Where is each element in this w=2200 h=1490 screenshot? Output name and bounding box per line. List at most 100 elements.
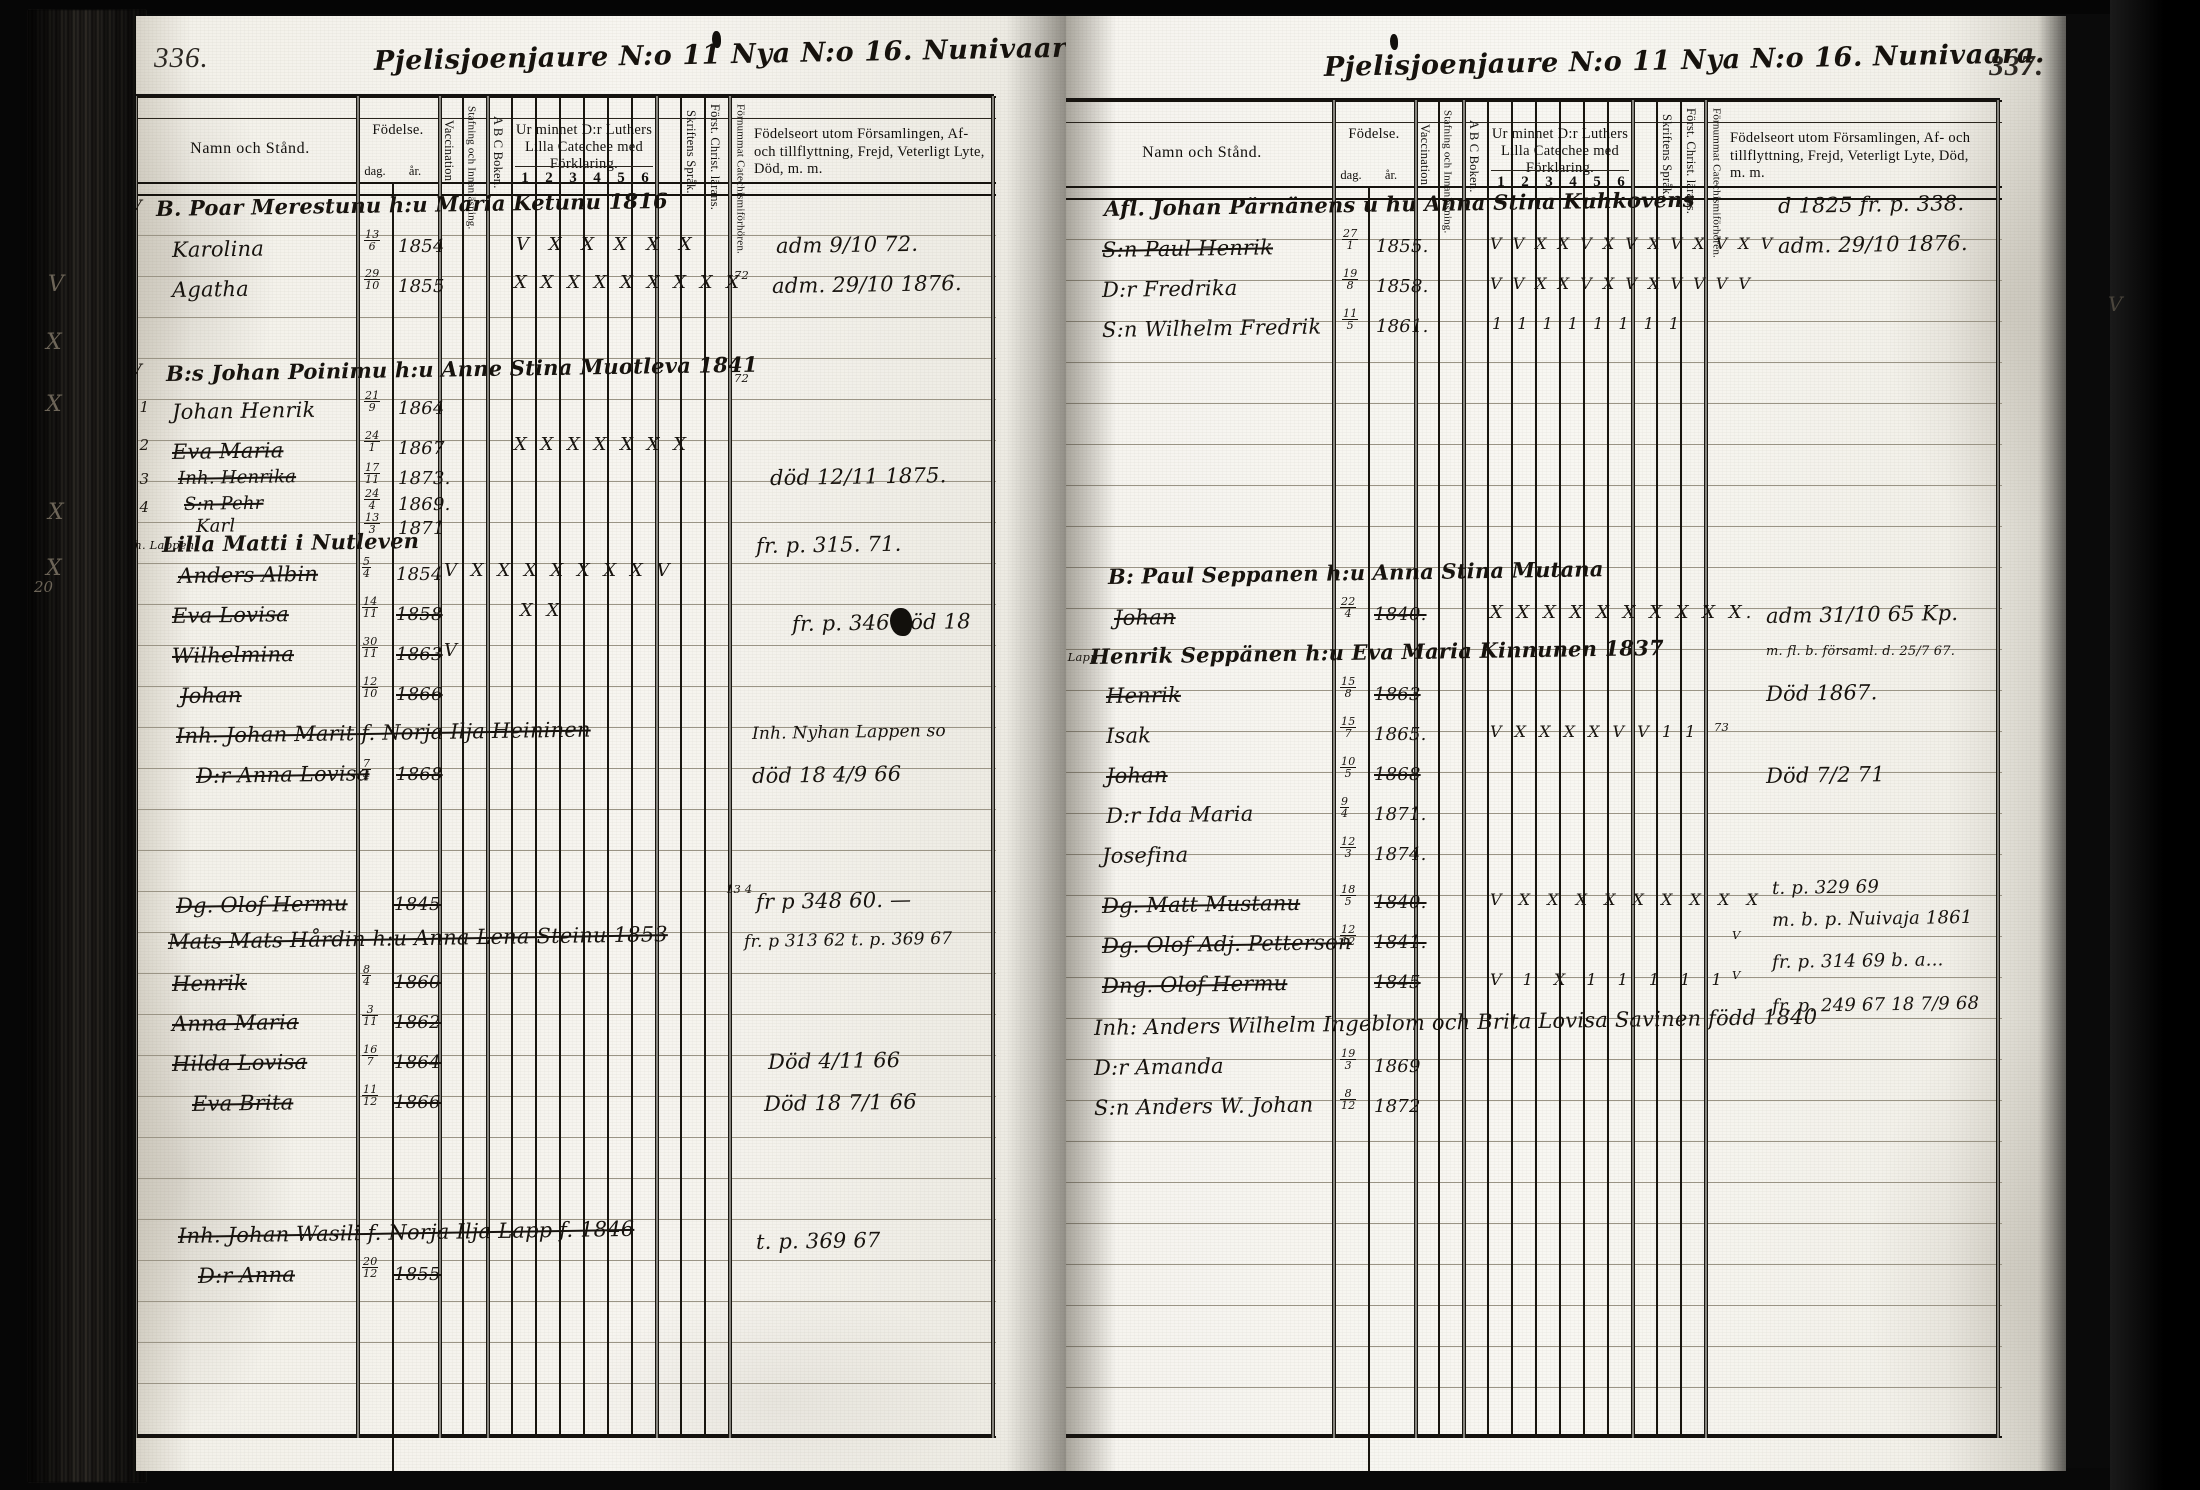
entry-note: adm 9/10 72.	[775, 231, 919, 258]
table-border-right	[991, 96, 995, 1438]
catechism-col-5: 5	[1593, 174, 1601, 190]
margin-pencil-mark: V	[2108, 292, 2123, 316]
entry-note: Inh. Nyhan Lappen so	[751, 720, 947, 744]
entry-marks: V V X X V X V X V X V X V	[1490, 234, 1776, 253]
catechism-subhead-rule	[1491, 170, 1629, 171]
col-divider-day-year	[1368, 186, 1370, 1471]
entry-birth-day: 20 12	[362, 1255, 379, 1280]
entry-birth-year: 1840.	[1374, 892, 1427, 913]
entry-note: Död 4/11 66	[767, 1047, 901, 1074]
entry-marks: V X X X X X X X X X	[1490, 890, 1764, 909]
catechism-col-1: 1	[521, 170, 529, 186]
entry-birth-year: 1862	[394, 1012, 441, 1033]
left-page: 336. Pjelisjoenjaure N:o 11 Nya N:o 16. …	[136, 16, 1066, 1471]
entry-margin-check: V	[136, 360, 142, 382]
entry-marks: V	[444, 640, 464, 661]
catechism-col-4: 4	[1569, 174, 1577, 190]
catechism-col-2: 2	[1521, 174, 1529, 190]
entry-margin-check: X 3	[136, 470, 149, 488]
header-rule	[136, 182, 996, 184]
entry-marks: X X X X X X X	[514, 434, 691, 455]
header-bottom-rule	[1066, 198, 2002, 200]
folio-number-right: 337.	[1989, 50, 2044, 82]
column-header-vaccination: Vaccination.	[1418, 123, 1433, 189]
col-divider-vacc-spell	[1438, 100, 1440, 1438]
entry-birth-day: 3 11	[362, 1003, 379, 1028]
photo-background-bottom	[0, 1468, 2200, 1490]
entry-note: t. p. 329 69	[1771, 876, 1880, 899]
col-divider-spell-abc	[1462, 100, 1466, 1438]
entry-name: S:n Anders W. Johan	[1093, 1092, 1314, 1120]
entry-name: Henrik	[171, 970, 248, 996]
entry-birth-year: 1863	[396, 644, 443, 665]
entry-birth-year: 1869.	[398, 494, 451, 515]
entry-note: död 18 4/9 66	[751, 761, 902, 788]
entry-birth-day: 13 3	[364, 511, 381, 536]
col-divider-first-christ	[1680, 100, 1682, 1438]
entry-note: m. fl. b. församl. d. 25/7 67.	[1766, 644, 1956, 659]
entry-birth-day: 24 1	[364, 429, 381, 454]
entry-margin-check: X 4	[136, 498, 149, 516]
margin-pencil-mark: X	[46, 330, 62, 355]
entry-name: Anders Albin	[177, 561, 319, 588]
entry-birth-day: 21 9	[364, 389, 381, 414]
col-divider-cat1	[535, 96, 537, 1438]
header-rule	[136, 118, 996, 119]
entry-birth-day: 12 10	[362, 675, 379, 700]
entry-margin-check: X 1	[136, 398, 149, 416]
entry-margin-check: X 2	[136, 436, 149, 454]
entry-birth-year: 1868	[396, 764, 443, 785]
column-header-birth: Födelse.	[372, 122, 424, 138]
entry-side-number: 73	[1714, 720, 1730, 734]
col-divider-cat6	[1631, 100, 1635, 1438]
entry-marks: V 1 X 1 1 1 1 1	[1490, 970, 1730, 989]
table-border-bottom	[1066, 1436, 2002, 1438]
entry-marks: 1 1 1 1 1 1 1 1	[1492, 314, 1685, 333]
entry-birth-year: 1854	[396, 564, 443, 585]
ink-blot	[712, 31, 721, 48]
col-divider-cat3	[583, 96, 585, 1438]
entry-name: Johan	[1113, 605, 1176, 630]
catechism-col-1: 1	[1497, 174, 1505, 190]
col-divider-cat4	[1583, 100, 1585, 1438]
entry-marks: V X X X X X X X V	[444, 560, 674, 581]
entry-birth-year: 1866	[396, 684, 443, 705]
page-gutter-shadow	[1066, 16, 1116, 1471]
entry-marks: X X X X X X X X X	[514, 272, 744, 293]
entry-birth-day: 13 6	[364, 228, 381, 253]
col-divider-cat3	[1559, 100, 1561, 1438]
column-header-scripture: Skriftens Språk.	[1660, 114, 1675, 198]
entry-birth-year: 1860	[394, 972, 441, 993]
entry-birth-day: 16 7	[362, 1043, 379, 1068]
column-header-birth-year: år.	[408, 164, 422, 178]
table-border-right	[1996, 100, 2000, 1438]
column-header-catechism-exam: Förnummat Catechismiförhören.	[734, 104, 747, 254]
table-border-top	[1066, 100, 2002, 102]
col-divider-day-year	[392, 182, 394, 1471]
ink-blot	[1390, 34, 1398, 50]
entry-name: D:r Fredrika	[1101, 275, 1238, 302]
entry-marks: V V X X V X V X V V V V	[1490, 274, 1753, 293]
entry-birth-year: 1868	[1374, 764, 1421, 785]
entry-side-number: V	[1732, 968, 1741, 982]
entry-note: fr. p. 314 69 b. a...	[1771, 949, 1944, 973]
entry-birth-day: 12 3	[1340, 835, 1357, 860]
entry-note: fr. p 313 62 t. p. 369 67	[743, 928, 953, 952]
entry-birth-year: 1872	[1374, 1096, 1421, 1117]
entry-margin-label: Inh. Lappen	[136, 538, 195, 552]
entry-name: Agatha	[171, 276, 249, 302]
entry-note: Död 1867.	[1765, 680, 1878, 706]
entry-birth-year: 1854	[398, 236, 445, 257]
column-header-name: Namn och Stånd.	[190, 140, 310, 157]
col-divider-abc-cat	[511, 96, 513, 1438]
column-header-abc: A B C Boken.	[1467, 119, 1482, 193]
entry-name: Henrik	[1105, 682, 1182, 708]
column-header-notes: Födelseort utom Församlingen, Af- och ti…	[1730, 130, 1971, 182]
entry-note: fr p 348 60. —	[755, 887, 912, 914]
entry-name: D:r Anna Lovisa	[195, 761, 370, 788]
entry-birth-year: 1864	[394, 1052, 441, 1073]
margin-pencil-mark: 20	[34, 578, 54, 596]
entry-birth-day: 19 8	[1342, 267, 1359, 292]
entry-birth-year: 1871	[398, 518, 445, 539]
